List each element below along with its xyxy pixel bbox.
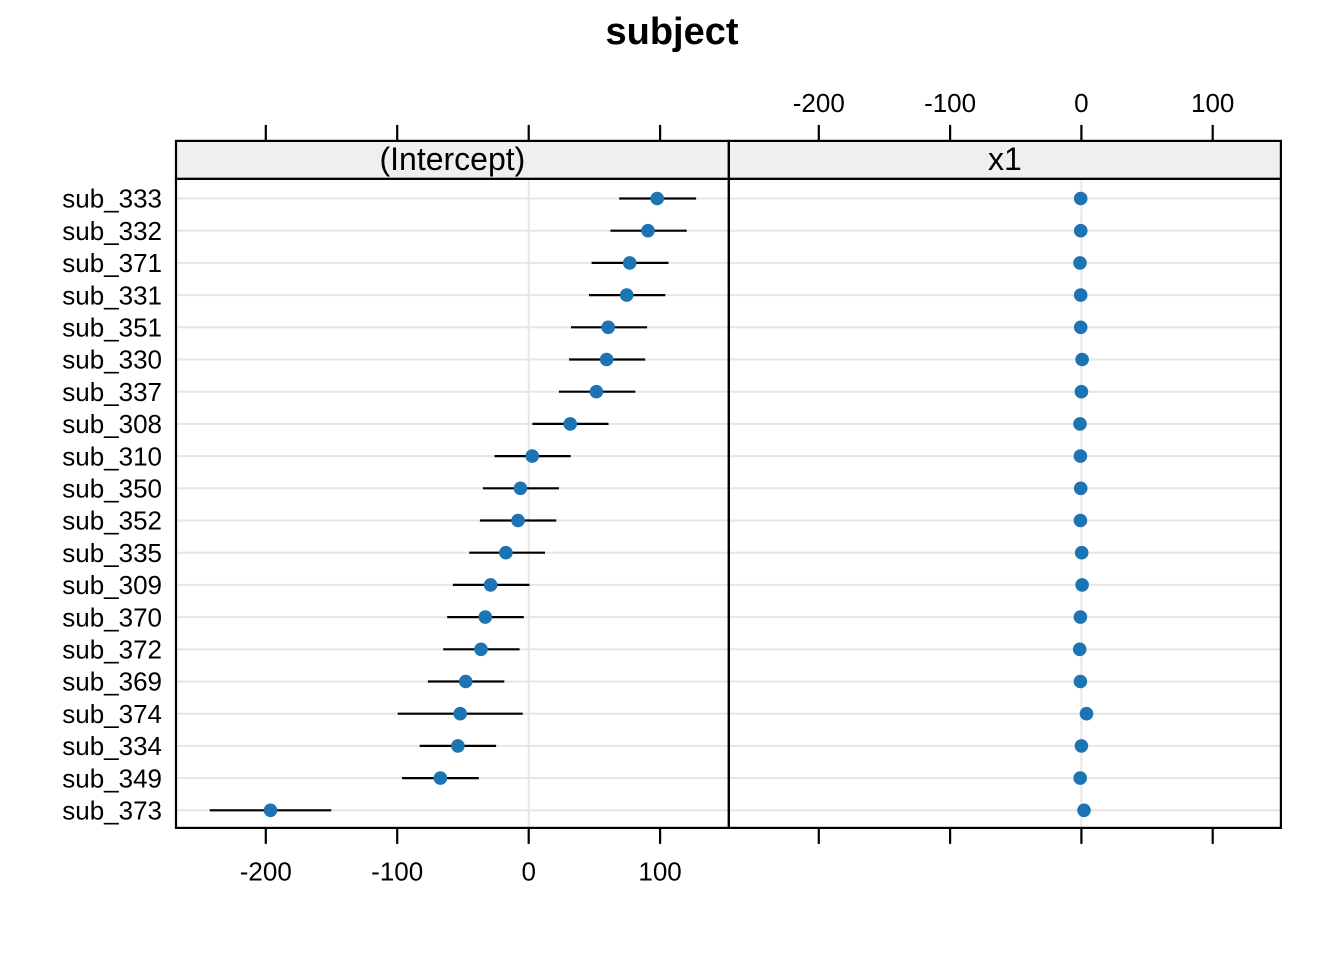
svg-text:-100: -100 [371,856,423,886]
svg-text:-100: -100 [924,88,976,118]
svg-text:100: 100 [638,856,681,886]
svg-text:sub_331: sub_331 [62,280,162,310]
svg-text:100: 100 [1191,88,1234,118]
svg-text:sub_373: sub_373 [62,796,162,826]
svg-text:-200: -200 [793,88,845,118]
svg-text:0: 0 [521,856,535,886]
svg-text:sub_330: sub_330 [62,345,162,375]
svg-text:sub_310: sub_310 [62,441,162,471]
svg-text:-200: -200 [240,856,292,886]
svg-text:(Intercept): (Intercept) [379,141,525,177]
svg-text:sub_369: sub_369 [62,667,162,697]
svg-text:sub_374: sub_374 [62,699,162,729]
svg-text:sub_308: sub_308 [62,409,162,439]
svg-text:sub_370: sub_370 [62,602,162,632]
svg-text:sub_372: sub_372 [62,635,162,665]
svg-text:x1: x1 [988,141,1022,177]
svg-text:sub_371: sub_371 [62,248,162,278]
svg-text:sub_350: sub_350 [62,474,162,504]
svg-text:sub_352: sub_352 [62,506,162,536]
svg-text:subject: subject [605,11,738,53]
svg-text:0: 0 [1074,88,1088,118]
svg-text:sub_335: sub_335 [62,538,162,568]
svg-text:sub_337: sub_337 [62,377,162,407]
svg-text:sub_349: sub_349 [62,763,162,793]
svg-text:sub_332: sub_332 [62,216,162,246]
svg-text:sub_333: sub_333 [62,184,162,214]
svg-text:sub_351: sub_351 [62,313,162,343]
svg-text:sub_309: sub_309 [62,570,162,600]
svg-text:sub_334: sub_334 [62,731,162,761]
